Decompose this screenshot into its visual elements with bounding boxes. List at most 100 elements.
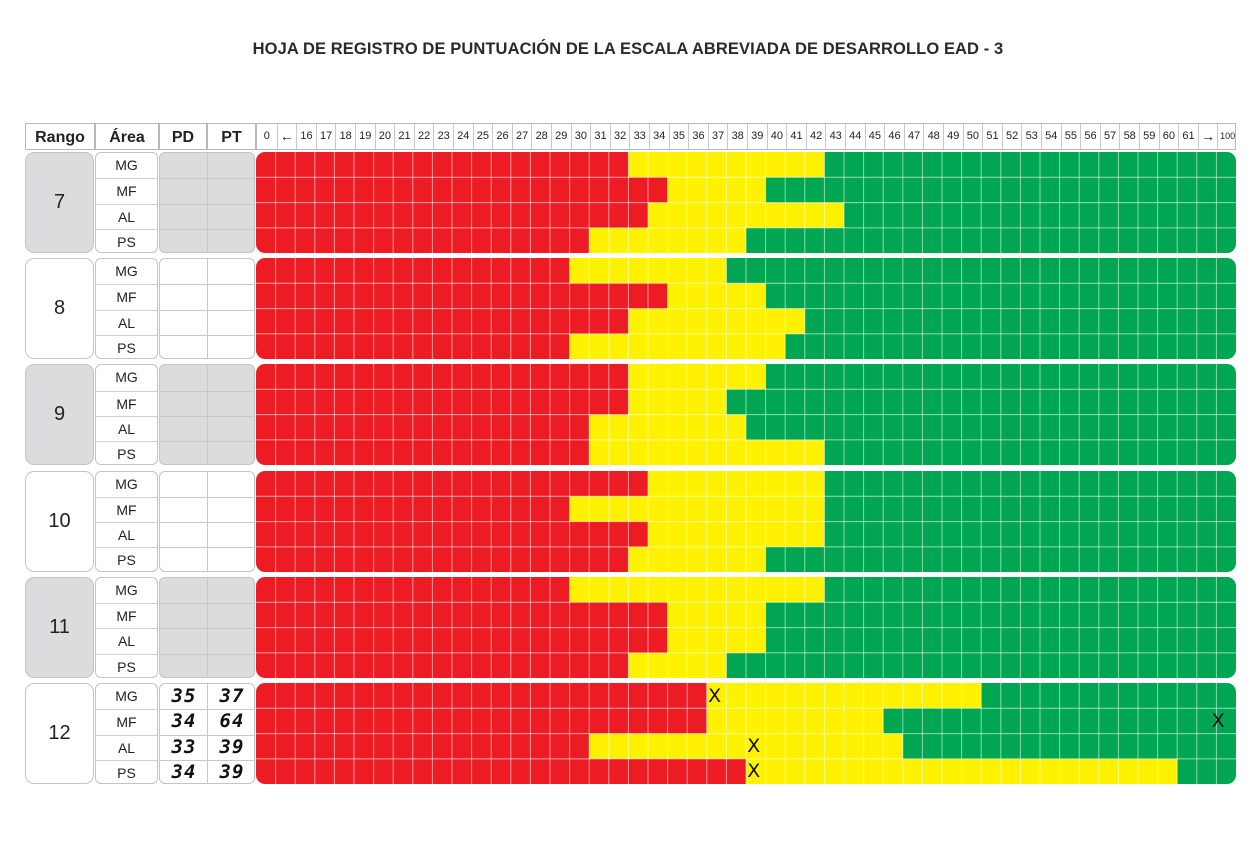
score-mark: X bbox=[747, 760, 761, 783]
header-pd: PD bbox=[159, 123, 207, 150]
pt-value[interactable] bbox=[208, 335, 254, 358]
pd-value[interactable] bbox=[160, 416, 208, 441]
pd-pt-cells bbox=[159, 470, 255, 572]
area-label: MG bbox=[115, 263, 138, 280]
pt-value[interactable] bbox=[208, 603, 254, 628]
pd-value[interactable] bbox=[160, 547, 208, 570]
pd-value[interactable] bbox=[160, 441, 208, 464]
pd-pt-cells bbox=[159, 258, 255, 360]
scale-label: 61 bbox=[1178, 124, 1198, 149]
pd-value[interactable] bbox=[160, 603, 208, 628]
pd-value[interactable] bbox=[160, 472, 208, 497]
rango-group: 8 MG MF AL PS bbox=[25, 258, 1236, 360]
pd-value[interactable] bbox=[160, 497, 208, 522]
pt-value[interactable] bbox=[208, 178, 254, 203]
pd-value[interactable]: 34 bbox=[171, 760, 197, 783]
rango-label: 8 bbox=[25, 258, 94, 360]
pt-value[interactable] bbox=[208, 416, 254, 441]
pt-value[interactable]: 64 bbox=[219, 710, 245, 733]
red-band bbox=[256, 440, 590, 466]
pt-value[interactable] bbox=[208, 284, 254, 309]
divider bbox=[160, 390, 254, 392]
pt-value[interactable]: 39 bbox=[219, 735, 245, 758]
scale-label: 24 bbox=[453, 124, 473, 149]
pt-value[interactable] bbox=[208, 472, 254, 497]
pd-value[interactable] bbox=[160, 204, 208, 229]
score-chart bbox=[256, 152, 1236, 253]
pt-value[interactable] bbox=[208, 441, 254, 464]
pt-value[interactable] bbox=[208, 259, 254, 284]
pd-value[interactable]: 34 bbox=[171, 710, 197, 733]
pt-value[interactable] bbox=[208, 628, 254, 653]
area-label: PS bbox=[96, 653, 157, 677]
pt-value[interactable] bbox=[208, 365, 254, 390]
pt-value[interactable] bbox=[208, 310, 254, 335]
pd-value[interactable] bbox=[160, 391, 208, 416]
red-band bbox=[256, 308, 629, 335]
pd-value[interactable] bbox=[160, 522, 208, 547]
scale-label: 32 bbox=[609, 124, 630, 149]
red-band bbox=[256, 708, 707, 734]
pt-value[interactable] bbox=[208, 654, 254, 677]
scale-label: 59 bbox=[1139, 124, 1159, 149]
area-label: MG bbox=[115, 475, 138, 492]
pt-value[interactable] bbox=[208, 578, 254, 603]
green-band bbox=[746, 227, 1236, 253]
green-band bbox=[981, 683, 1236, 709]
green-band bbox=[824, 495, 1236, 522]
pt-value[interactable] bbox=[208, 497, 254, 522]
pd-value[interactable] bbox=[160, 229, 208, 252]
pt-value[interactable] bbox=[208, 204, 254, 229]
pt-value[interactable]: 39 bbox=[219, 760, 245, 783]
scale-label: 49 bbox=[943, 124, 963, 149]
pd-value[interactable] bbox=[160, 365, 208, 390]
score-chart bbox=[256, 258, 1236, 360]
pt-value[interactable] bbox=[208, 522, 254, 547]
scale-label: 35 bbox=[668, 124, 689, 149]
divider bbox=[160, 734, 254, 736]
scale-label: 53 bbox=[1021, 124, 1041, 149]
pd-value[interactable]: 35 bbox=[171, 685, 197, 707]
rango-label: 10 bbox=[25, 470, 94, 572]
score-chart bbox=[256, 470, 1236, 572]
area-column: MG MF AL PS bbox=[95, 152, 158, 253]
pt-value[interactable] bbox=[208, 229, 254, 252]
green-band bbox=[824, 521, 1236, 547]
scale-label: 34 bbox=[649, 124, 669, 149]
pd-value[interactable] bbox=[160, 628, 208, 653]
header-row: Rango Área PD PT 0 ← 16 17 18 19 20 21 22 23 24 25 2… bbox=[25, 123, 1236, 150]
pd-value[interactable]: 33 bbox=[171, 735, 197, 758]
pd-value[interactable] bbox=[160, 654, 208, 677]
scale-header: 0 ← 16 17 18 19 20 21 22 23 24 25 26 27 28 29 30 31 32 33 34… bbox=[256, 123, 1236, 150]
pd-value[interactable] bbox=[160, 153, 208, 178]
scale-label: → bbox=[1197, 124, 1218, 149]
pd-pt-cells bbox=[159, 576, 255, 678]
yellow-band bbox=[648, 521, 825, 547]
pd-value[interactable] bbox=[160, 259, 208, 284]
scale-label: 38 bbox=[727, 124, 747, 149]
scale-label: 54 bbox=[1041, 124, 1061, 149]
pd-value[interactable] bbox=[160, 284, 208, 309]
yellow-band bbox=[569, 334, 786, 360]
green-band bbox=[824, 152, 1236, 178]
area-label: MF bbox=[96, 603, 157, 628]
red-band bbox=[256, 152, 629, 178]
pd-value[interactable] bbox=[160, 310, 208, 335]
divider bbox=[160, 603, 254, 605]
score-mark: X bbox=[708, 684, 722, 707]
scale-label: 39 bbox=[747, 124, 767, 149]
pd-value[interactable] bbox=[160, 178, 208, 203]
pd-pt-cells bbox=[159, 152, 255, 253]
pt-value[interactable] bbox=[208, 391, 254, 416]
pd-value[interactable] bbox=[160, 335, 208, 358]
pd-value[interactable] bbox=[160, 578, 208, 603]
rango-label: 7 bbox=[25, 152, 94, 253]
pt-value[interactable] bbox=[208, 153, 254, 178]
divider bbox=[160, 335, 254, 337]
pt-value[interactable] bbox=[208, 547, 254, 570]
pt-value[interactable]: 37 bbox=[219, 685, 245, 707]
red-band bbox=[256, 227, 590, 253]
area-label: MG bbox=[115, 157, 138, 173]
red-band bbox=[256, 683, 707, 709]
divider bbox=[160, 628, 254, 630]
